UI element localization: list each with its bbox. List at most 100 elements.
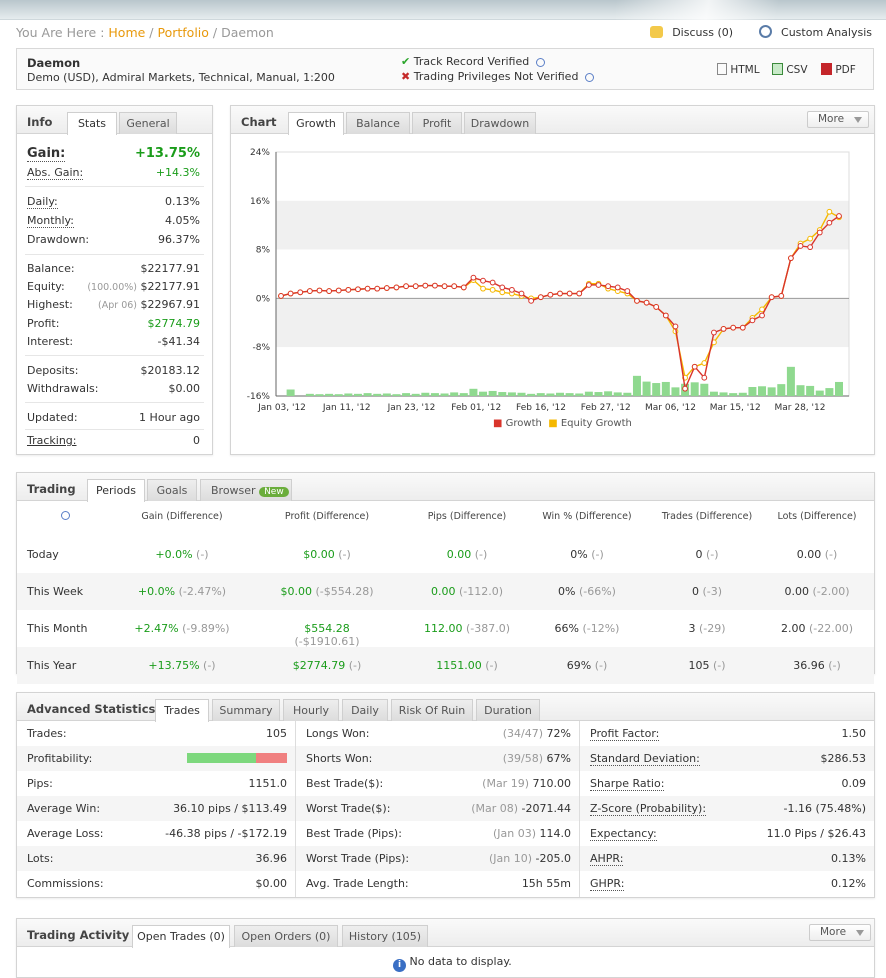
legend-growth: Growth xyxy=(505,418,542,429)
check-icon: ✔ xyxy=(401,55,411,68)
table-row: This Week +0.0% (-2.47%) $0.00 (-$554.28) 0… xyxy=(17,573,874,610)
stat-label[interactable]: Sharpe Ratio: xyxy=(590,777,665,791)
stat-label: Commissions: xyxy=(27,877,104,890)
table-row: This Year +13.75% (-) $2774.79 (-) 1151.00 … xyxy=(17,647,874,684)
monthly-label[interactable]: Monthly: xyxy=(27,214,74,228)
activity-more-label: More xyxy=(820,926,847,938)
stat-label[interactable]: Expectancy: xyxy=(590,827,657,841)
volume-bar xyxy=(353,393,362,396)
cell-pips: 0.00 (-112.0) xyxy=(412,585,522,598)
tab-general[interactable]: General xyxy=(119,112,177,134)
daily-label[interactable]: Daily: xyxy=(27,195,58,209)
tab-summary[interactable]: Summary xyxy=(212,699,280,721)
stat-value-group: (Jan 10) -205.0 xyxy=(489,852,571,865)
cell-trades-diff: (-) xyxy=(712,659,726,672)
stat-detail: (34/47) xyxy=(502,727,544,740)
gain-label[interactable]: Gain: xyxy=(27,146,66,162)
new-badge: New xyxy=(259,487,289,497)
equity-point xyxy=(480,285,486,292)
breadcrumb-portfolio[interactable]: Portfolio xyxy=(157,25,209,40)
breadcrumb-prefix: You Are Here : xyxy=(16,25,109,40)
growth-point xyxy=(826,219,833,226)
tab-risk-of-ruin[interactable]: Risk Of Ruin xyxy=(391,699,473,721)
growth-point xyxy=(470,274,477,281)
discuss-link[interactable]: Discuss (0) xyxy=(644,26,733,39)
tab-drawdown[interactable]: Drawdown xyxy=(464,112,536,134)
abs-gain-value: +14.3% xyxy=(155,166,200,179)
tab-trades[interactable]: Trades xyxy=(155,699,209,722)
tab-growth[interactable]: Growth xyxy=(288,112,344,135)
stat-label[interactable]: GHPR: xyxy=(590,877,625,891)
custom-analysis-link[interactable]: Custom Analysis xyxy=(753,25,872,39)
stat-label[interactable]: Profit Factor: xyxy=(590,727,660,741)
growth-point xyxy=(403,283,409,290)
help-icon[interactable] xyxy=(535,58,545,67)
account-name: Daemon xyxy=(27,56,81,70)
col-win: Win % (Difference) xyxy=(542,511,632,522)
volume-bar xyxy=(373,393,382,396)
stat-label[interactable]: Standard Deviation: xyxy=(590,752,700,766)
tab-goals[interactable]: Goals xyxy=(147,479,197,501)
tab-hourly[interactable]: Hourly xyxy=(283,699,339,721)
daily-value: 0.13% xyxy=(165,195,200,208)
volume-bar xyxy=(459,393,468,396)
stat-label[interactable]: Z-Score (Probability): xyxy=(590,802,707,816)
row-label: This Year xyxy=(27,659,77,672)
y-tick-label: 24% xyxy=(250,148,270,158)
cell-trades-value: 0 xyxy=(691,585,699,598)
cell-profit-value: $554.28 xyxy=(304,622,350,635)
gain-row: Gain: +13.75% xyxy=(27,146,200,162)
stat-detail: (Mar 19) xyxy=(482,777,529,790)
profit-row: Profit: $2774.79 xyxy=(27,317,200,330)
tab-duration[interactable]: Duration xyxy=(476,699,540,721)
help-icon[interactable] xyxy=(584,73,594,82)
cell-trades: 0 (-3) xyxy=(652,585,762,598)
activity-title: Trading Activity xyxy=(27,928,130,942)
activity-more-button[interactable]: More xyxy=(809,924,871,941)
withdrawals-value: $0.00 xyxy=(168,382,201,395)
legend-equity-marker: ■ xyxy=(548,418,558,429)
breadcrumb-home[interactable]: Home xyxy=(108,25,146,40)
help-icon[interactable] xyxy=(61,511,70,520)
highest-row: Highest: (Apr 06) $22967.91 xyxy=(27,298,200,311)
balance-value: $22177.91 xyxy=(140,262,201,275)
privileges-label: Trading Privileges Not Verified xyxy=(413,70,579,83)
tracking-link[interactable]: Tracking: xyxy=(27,434,77,447)
equity-value: $22177.91 xyxy=(140,280,201,293)
cell-gain: +13.75% (-) xyxy=(127,659,237,672)
stat-detail: (Jan 03) xyxy=(492,827,536,840)
chart-more-button[interactable]: More xyxy=(807,111,869,128)
stat-row: Standard Deviation: $286.53 xyxy=(580,746,874,771)
tab-browser[interactable]: Browser New xyxy=(200,479,292,501)
x-tick-label: Mar 28, '12 xyxy=(775,403,826,413)
csv-file-icon xyxy=(772,63,783,75)
stat-label: Average Loss: xyxy=(27,827,104,840)
tab-stats[interactable]: Stats xyxy=(67,112,117,135)
equity-point xyxy=(499,289,506,296)
tab-profit[interactable]: Profit xyxy=(412,112,462,134)
cell-profit: $0.00 (-$554.28) xyxy=(272,585,382,598)
growth-point xyxy=(711,329,717,336)
volume-bar xyxy=(604,391,613,396)
cell-gain-diff: (-9.89%) xyxy=(182,622,230,635)
abs-gain-label[interactable]: Abs. Gain: xyxy=(27,166,84,180)
cell-gain: +2.47% (-9.89%) xyxy=(127,622,237,635)
tab-history[interactable]: History (105) xyxy=(342,925,428,947)
tab-balance[interactable]: Balance xyxy=(346,112,410,134)
stat-label: Lots: xyxy=(27,852,54,865)
tab-periods[interactable]: Periods xyxy=(87,479,145,502)
growth-point xyxy=(816,229,823,236)
export-csv-button[interactable]: CSV xyxy=(772,63,808,76)
no-data-message: i No data to display. xyxy=(393,955,512,972)
tab-open-trades[interactable]: Open Trades (0) xyxy=(132,925,230,948)
stat-label[interactable]: AHPR: xyxy=(590,852,624,866)
tab-daily[interactable]: Daily xyxy=(342,699,388,721)
tab-open-orders[interactable]: Open Orders (0) xyxy=(234,925,338,947)
volume-bar xyxy=(825,388,834,396)
withdrawals-label: Withdrawals: xyxy=(27,382,99,395)
export-html-button[interactable]: HTML xyxy=(717,63,760,76)
stat-row: Commissions: $0.00 xyxy=(17,871,295,896)
interest-label: Interest: xyxy=(27,335,74,348)
export-pdf-button[interactable]: PDF xyxy=(821,63,856,76)
y-tick-label: 16% xyxy=(250,197,270,207)
